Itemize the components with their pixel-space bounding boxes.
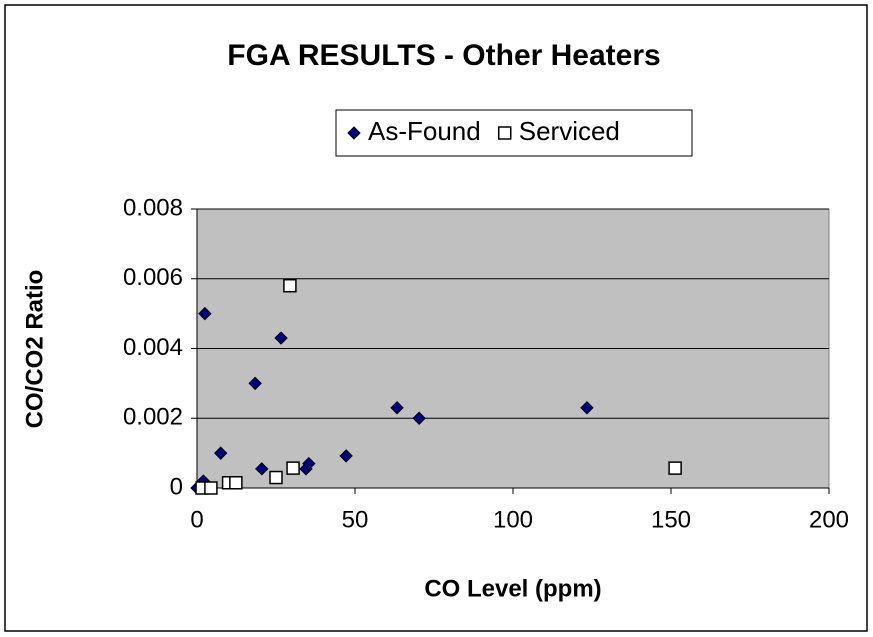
point bbox=[668, 461, 682, 475]
point bbox=[213, 446, 228, 460]
point bbox=[339, 449, 353, 463]
point bbox=[204, 481, 218, 495]
legend-label: As-Found bbox=[368, 116, 481, 146]
x-axis-label: CO Level (ppm) bbox=[424, 575, 601, 602]
y-tick-label: 0.008 bbox=[123, 194, 183, 221]
legend-box bbox=[335, 109, 693, 157]
point bbox=[580, 401, 594, 415]
point bbox=[302, 456, 316, 471]
point bbox=[390, 401, 404, 415]
y-tick-label: 0.006 bbox=[123, 264, 183, 291]
point bbox=[497, 126, 512, 140]
x-tick-label: 50 bbox=[342, 506, 369, 533]
legend-label: Serviced bbox=[519, 116, 620, 146]
point bbox=[412, 411, 426, 425]
y-axis-label: CO/CO2 Ratio bbox=[21, 270, 48, 429]
point bbox=[269, 470, 283, 485]
x-tick-label: 100 bbox=[493, 506, 533, 533]
point bbox=[248, 376, 262, 391]
point bbox=[198, 306, 212, 321]
y-tick-label: 0.004 bbox=[123, 334, 183, 361]
chart-title: FGA RESULTS - Other Heaters bbox=[227, 39, 660, 72]
x-tick-label: 150 bbox=[651, 506, 691, 533]
y-tick-label: 0.002 bbox=[123, 404, 183, 431]
y-tick-label: 0 bbox=[170, 473, 183, 500]
point bbox=[255, 462, 269, 476]
point bbox=[286, 461, 300, 475]
point bbox=[283, 278, 297, 293]
point bbox=[347, 126, 361, 140]
point bbox=[274, 331, 288, 345]
x-tick-label: 0 bbox=[190, 506, 203, 533]
point bbox=[229, 476, 243, 490]
x-tick-label: 200 bbox=[809, 506, 849, 533]
